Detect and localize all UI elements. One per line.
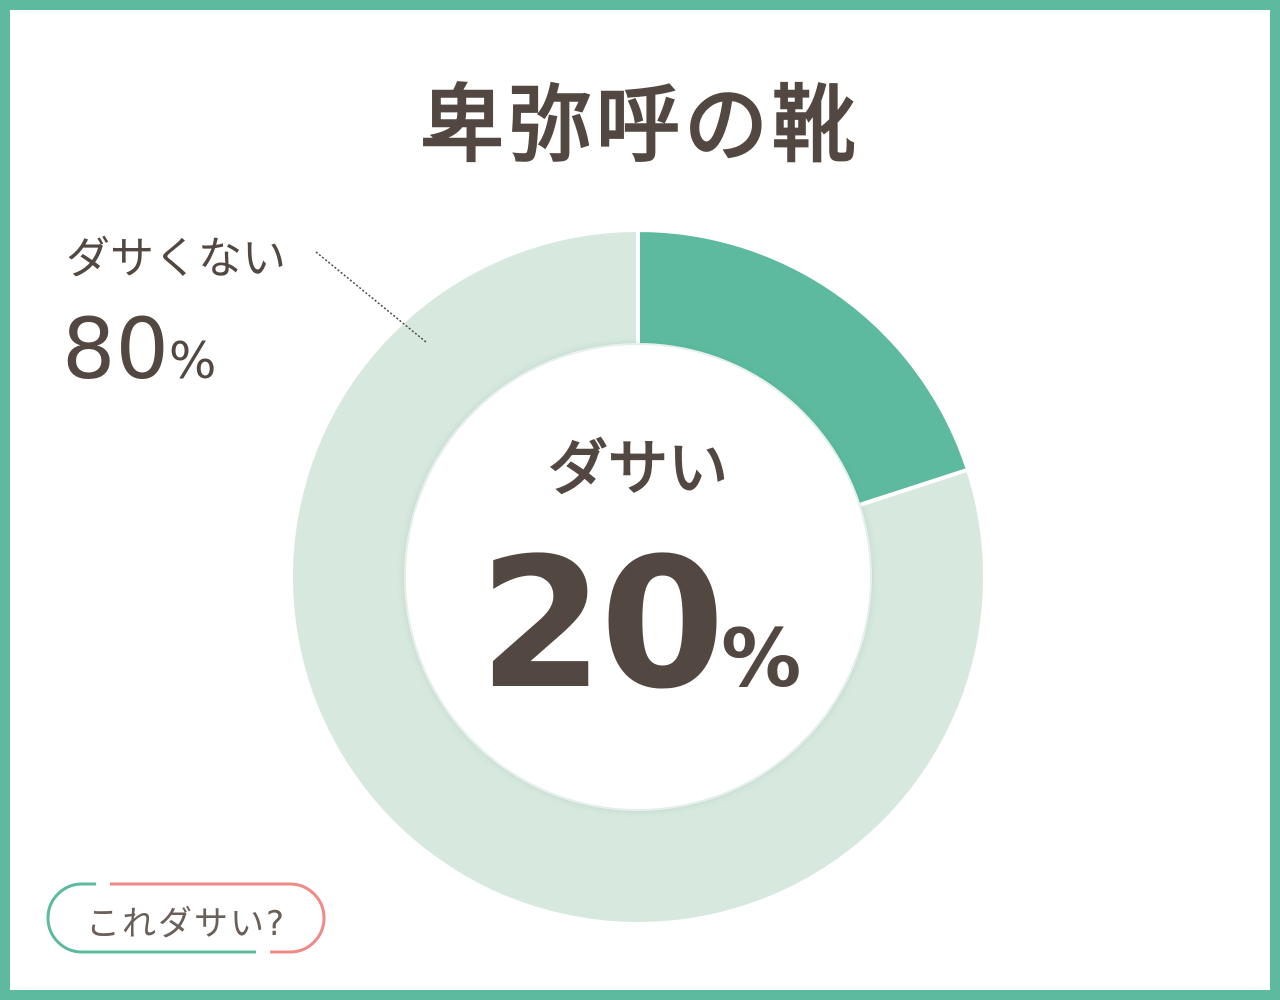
logo xyxy=(46,882,326,954)
leader-line xyxy=(315,251,427,343)
logo-text: これダサい? xyxy=(85,904,287,944)
center-label-value: 20% xyxy=(478,520,802,729)
chart-title: 卑弥呼の靴 xyxy=(419,76,860,174)
center-label-name: ダサい xyxy=(548,434,728,504)
slice-label-name: ダサくない xyxy=(66,233,286,284)
donut-hole xyxy=(406,345,870,809)
slice-label-value: 80% xyxy=(62,300,217,398)
